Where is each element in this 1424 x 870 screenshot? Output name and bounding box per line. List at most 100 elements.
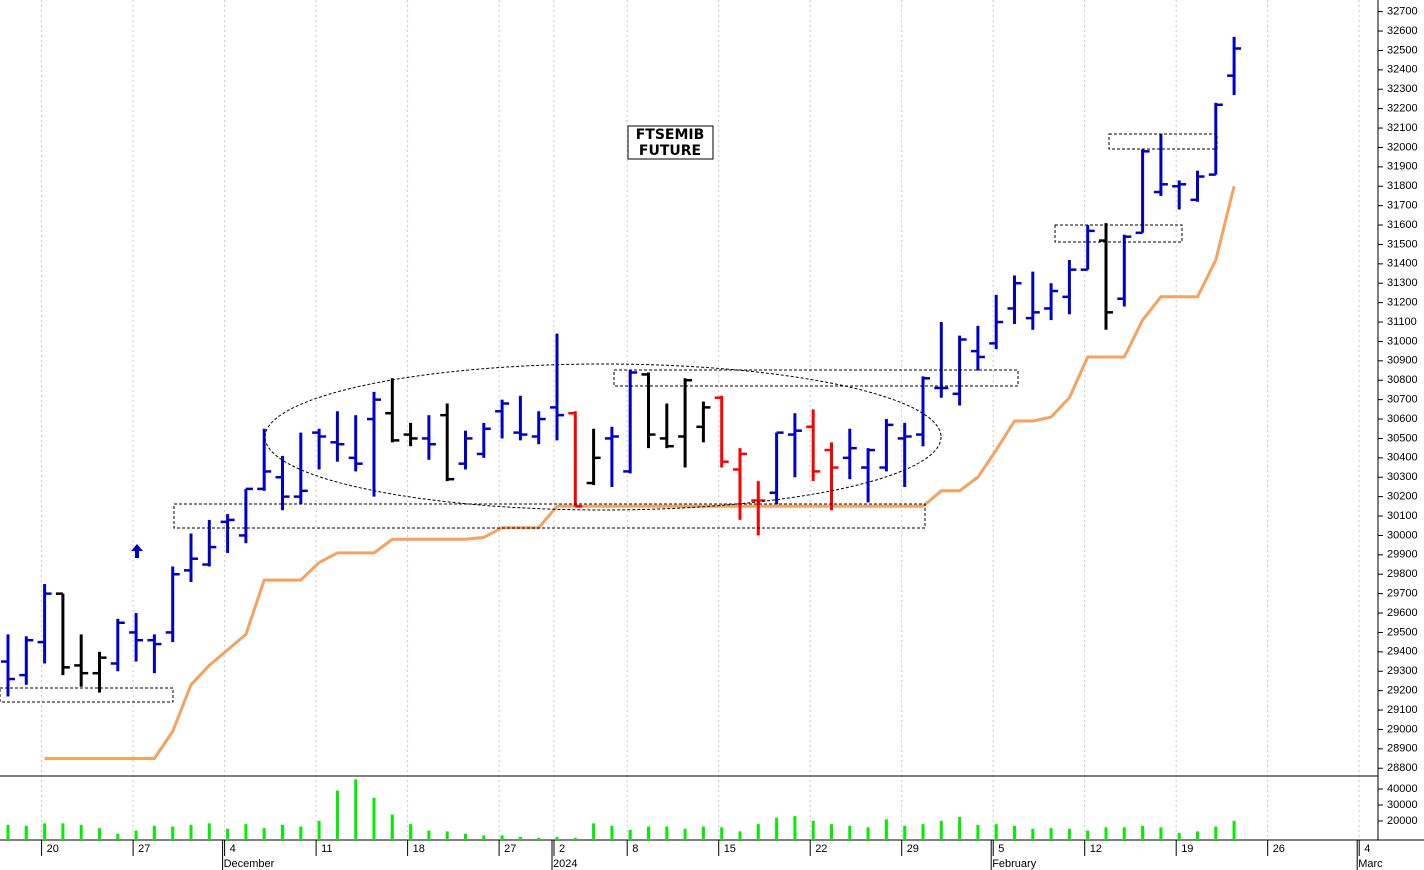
y-tick-label: 30300	[1387, 471, 1418, 483]
annotations	[0, 133, 1218, 703]
y-tick-label: 31600	[1387, 219, 1418, 231]
y-tick-label: 30500	[1387, 432, 1418, 444]
y-tick-label: 30800	[1387, 374, 1418, 386]
volume-bar	[738, 831, 742, 840]
volume-bar	[299, 826, 303, 840]
volume-bar	[1031, 828, 1035, 840]
y-tick-label: 29200	[1387, 685, 1418, 697]
volume-bar	[848, 825, 852, 840]
y-tick-label: 32100	[1387, 122, 1418, 134]
y-tick-label: 29400	[1387, 646, 1418, 658]
volume-bar	[6, 824, 10, 840]
volume-bar	[1159, 827, 1163, 840]
volume-bar	[701, 826, 705, 840]
y-tick-label: 32300	[1387, 83, 1418, 95]
volume-bar	[939, 820, 943, 840]
y-tick-label: 30900	[1387, 355, 1418, 367]
volume-bar	[98, 828, 101, 840]
volume-bar	[921, 824, 925, 840]
volume-bar	[1086, 830, 1090, 840]
resistance-box	[613, 369, 1019, 387]
volume-bar	[482, 835, 486, 840]
volume-bar	[884, 819, 888, 840]
volume-bar	[518, 836, 522, 840]
volume-bar	[903, 825, 907, 840]
volume-bar	[335, 790, 339, 840]
support-box	[0, 687, 174, 703]
x-tick-label: 20	[47, 843, 59, 855]
y-tick-label: 32000	[1387, 141, 1418, 153]
volume-tick-label: 20000	[1387, 815, 1418, 827]
volume-bar	[1214, 826, 1218, 840]
x-tick-label: 19	[1181, 843, 1193, 855]
volume-bar	[427, 830, 431, 840]
volume-bar	[262, 828, 266, 840]
y-tick-label: 31400	[1387, 258, 1418, 270]
volume-bar	[775, 817, 779, 840]
y-tick-label: 30000	[1387, 529, 1418, 541]
title-line: FTSEMIB	[636, 127, 705, 143]
x-tick-label: 4	[230, 843, 236, 855]
resistance-box	[1108, 133, 1218, 150]
volume-bar	[1067, 828, 1071, 840]
volume-bar	[79, 824, 83, 840]
x-tick-label: 8	[632, 843, 638, 855]
volume-bar	[116, 833, 120, 840]
y-tick-label: 31000	[1387, 335, 1418, 347]
x-tick-label: 29	[907, 843, 919, 855]
y-tick-label: 31700	[1387, 200, 1418, 212]
y-tick-label: 30400	[1387, 452, 1418, 464]
x-tick-label: 12	[1090, 843, 1102, 855]
x-tick-label: 18	[413, 843, 425, 855]
volume-bar	[24, 825, 28, 840]
volume-bar	[1177, 832, 1181, 840]
y-tick-label: 32200	[1387, 103, 1418, 115]
volume-bar	[317, 820, 321, 840]
y-tick-label: 31300	[1387, 277, 1418, 289]
volume-bar	[866, 827, 870, 840]
volume-tick-label: 30000	[1387, 799, 1418, 811]
volume-bar	[994, 824, 998, 840]
y-tick-label: 30700	[1387, 394, 1418, 406]
volume-bar	[720, 827, 724, 840]
y-tick-label: 29600	[1387, 607, 1418, 619]
volume-bar	[281, 824, 284, 840]
y-tick-label: 29300	[1387, 665, 1418, 677]
volume-bar	[500, 835, 504, 840]
month-label: February	[992, 858, 1037, 870]
volume-bar	[592, 823, 596, 840]
title-frame	[627, 125, 714, 160]
volume-bar	[830, 824, 833, 840]
volume-bar	[171, 826, 175, 840]
volume-bar	[189, 824, 193, 840]
volume-bar	[390, 814, 394, 840]
y-tick-label: 29500	[1387, 626, 1418, 638]
volume-bar	[683, 828, 687, 840]
volume-bar	[573, 837, 577, 840]
volume-bar	[372, 797, 376, 840]
volume-bar	[665, 826, 669, 840]
y-tick-label: 31100	[1387, 316, 1417, 328]
volume-bar	[1013, 825, 1016, 840]
y-tick-label: 29000	[1387, 723, 1418, 735]
x-tick-label: 5	[998, 843, 1004, 855]
volume-bar	[756, 824, 760, 840]
volume-bar	[610, 825, 614, 840]
volume-bar	[207, 823, 211, 840]
volume-bar	[555, 836, 559, 840]
y-tick-label: 32600	[1387, 25, 1418, 37]
volume-bar	[134, 830, 138, 840]
y-tick-label: 32400	[1387, 64, 1418, 76]
volume-bar	[445, 831, 449, 840]
indicator-line	[44, 185, 1236, 760]
x-tick-label: 4	[1364, 843, 1370, 855]
y-tick-label: 28800	[1387, 762, 1418, 774]
volume-bar	[628, 829, 632, 840]
x-tick-label: 15	[724, 843, 736, 855]
x-tick-label: 11	[321, 843, 332, 855]
volume-bar	[152, 825, 156, 840]
volume-bar	[409, 824, 413, 840]
volume-bar	[976, 824, 980, 840]
